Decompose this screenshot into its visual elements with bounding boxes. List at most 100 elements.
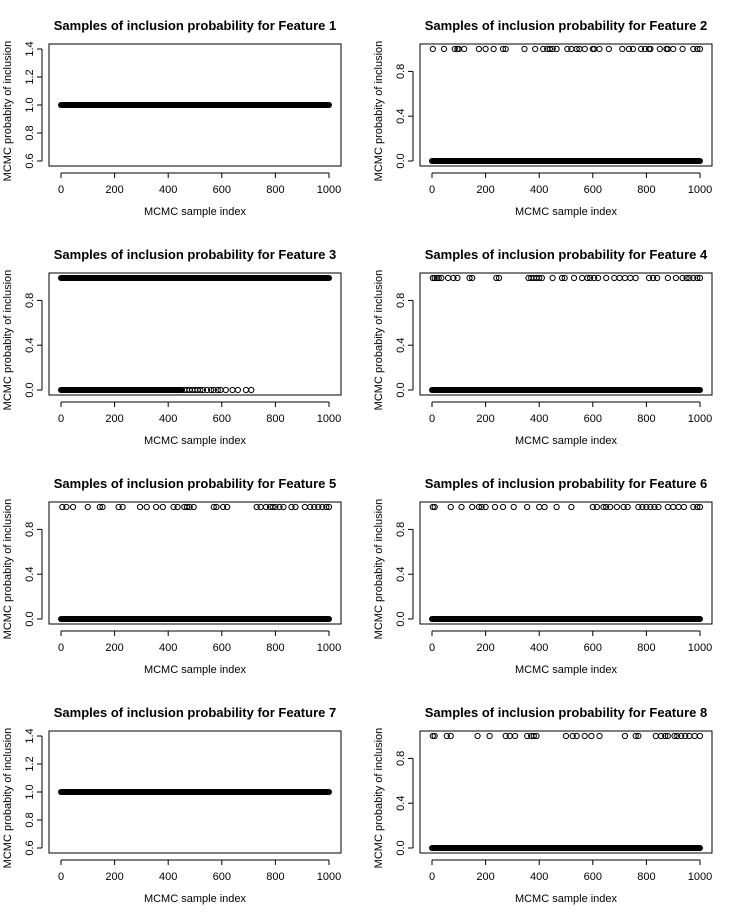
y-tick-label: 0.4 (395, 796, 407, 811)
data-point (664, 274, 671, 282)
data-point (625, 45, 633, 53)
y-tick-label: 0.0 (395, 840, 407, 855)
data-point (635, 732, 642, 740)
x-tick-label: 400 (530, 642, 548, 654)
data-point (69, 503, 77, 511)
data-point (536, 503, 543, 511)
y-tick-label: 1.0 (24, 97, 36, 112)
data-point (553, 503, 560, 511)
x-tick-label: 600 (213, 413, 231, 425)
x-tick-label: 800 (266, 413, 284, 425)
chart-title: Samples of inclusion probability for Fea… (54, 247, 336, 262)
data-point (220, 503, 227, 511)
x-tick-label: 200 (105, 871, 123, 883)
plot-frame (419, 272, 713, 396)
data-point (490, 45, 497, 53)
data-point (596, 732, 603, 740)
x-tick-label: 1000 (317, 871, 341, 883)
data-point (229, 386, 236, 394)
data-point (213, 503, 220, 511)
x-axis-label: MCMC sample index (144, 664, 247, 676)
data-point (620, 503, 627, 511)
y-tick-label: 0.6 (24, 840, 36, 855)
data-point (136, 503, 144, 511)
x-axis-label: MCMC sample index (515, 893, 618, 905)
data-point (546, 45, 554, 53)
chart-title: Samples of inclusion probability for Fea… (54, 18, 336, 33)
x-tick-label: 600 (584, 871, 602, 883)
data-point (210, 386, 217, 394)
data-point (431, 732, 438, 740)
x-tick-label: 400 (530, 871, 548, 883)
data-point (639, 503, 646, 511)
data-point (311, 503, 318, 511)
y-tick-label: 1.0 (24, 784, 36, 799)
x-tick-label: 800 (266, 184, 284, 196)
y-tick-label: 1.4 (24, 41, 36, 56)
y-axis-label: MCMC probabity of inclusion (2, 728, 14, 869)
data-point (99, 503, 106, 511)
data-point (595, 274, 602, 282)
x-tick-label: 600 (213, 871, 231, 883)
y-tick-label: 0.0 (395, 153, 407, 168)
plot-frame (419, 730, 713, 854)
x-tick-label: 600 (584, 642, 602, 654)
data-point (495, 274, 503, 282)
data-point (510, 503, 517, 511)
y-axis-label: MCMC probabity of inclusion (373, 41, 385, 182)
data-point (272, 503, 279, 511)
data-point (696, 45, 704, 53)
y-tick-label: 0.4 (395, 567, 407, 582)
chart-title: Samples of inclusion probability for Fea… (425, 476, 707, 491)
data-point (670, 503, 677, 511)
data-point (269, 503, 276, 511)
data-point (578, 274, 586, 282)
y-tick-label: 0.0 (395, 611, 407, 626)
data-point (482, 45, 489, 53)
data-point (664, 503, 671, 511)
data-point (549, 274, 556, 282)
data-point (647, 45, 654, 53)
data-point (694, 503, 701, 511)
data-point (664, 732, 671, 740)
data-point (674, 732, 681, 740)
y-tick-label: 0.0 (24, 611, 36, 626)
data-point (540, 45, 547, 53)
x-tick-label: 200 (476, 642, 494, 654)
chart-panel-2: Samples of inclusion probability for Fea… (373, 18, 713, 218)
data-point (694, 274, 701, 282)
data-point (210, 503, 217, 511)
data-point (499, 45, 507, 53)
data-point (564, 45, 571, 53)
data-point (621, 732, 629, 740)
plot-frame (48, 730, 342, 854)
data-point (691, 732, 698, 740)
data-point (581, 45, 588, 53)
data-point (197, 386, 204, 394)
x-tick-label: 0 (58, 184, 64, 196)
data-point (222, 386, 229, 394)
x-axis-label: MCMC sample index (515, 435, 618, 447)
data-point (624, 503, 631, 511)
data-point (429, 503, 436, 511)
data-point (613, 503, 621, 511)
x-tick-label: 200 (105, 184, 123, 196)
x-tick-label: 200 (476, 871, 494, 883)
data-point (475, 503, 482, 511)
x-axis-label: MCMC sample index (144, 435, 247, 447)
chart-title: Samples of inclusion probability for Fea… (425, 705, 707, 720)
x-tick-label: 400 (159, 871, 177, 883)
chart-panel-7: Samples of inclusion probability for Fea… (2, 705, 342, 905)
data-point (573, 732, 580, 740)
y-tick-label: 0.8 (395, 293, 407, 308)
chart-title: Samples of inclusion probability for Fea… (54, 705, 336, 720)
data-point (440, 45, 448, 53)
y-tick-label: 1.2 (24, 69, 36, 84)
data-point (159, 503, 166, 511)
y-tick-label: 1.2 (24, 756, 36, 771)
data-point (143, 503, 150, 511)
data-point (647, 503, 654, 511)
data-point (662, 732, 669, 740)
data-point (431, 503, 438, 511)
plot-frame (48, 501, 342, 625)
